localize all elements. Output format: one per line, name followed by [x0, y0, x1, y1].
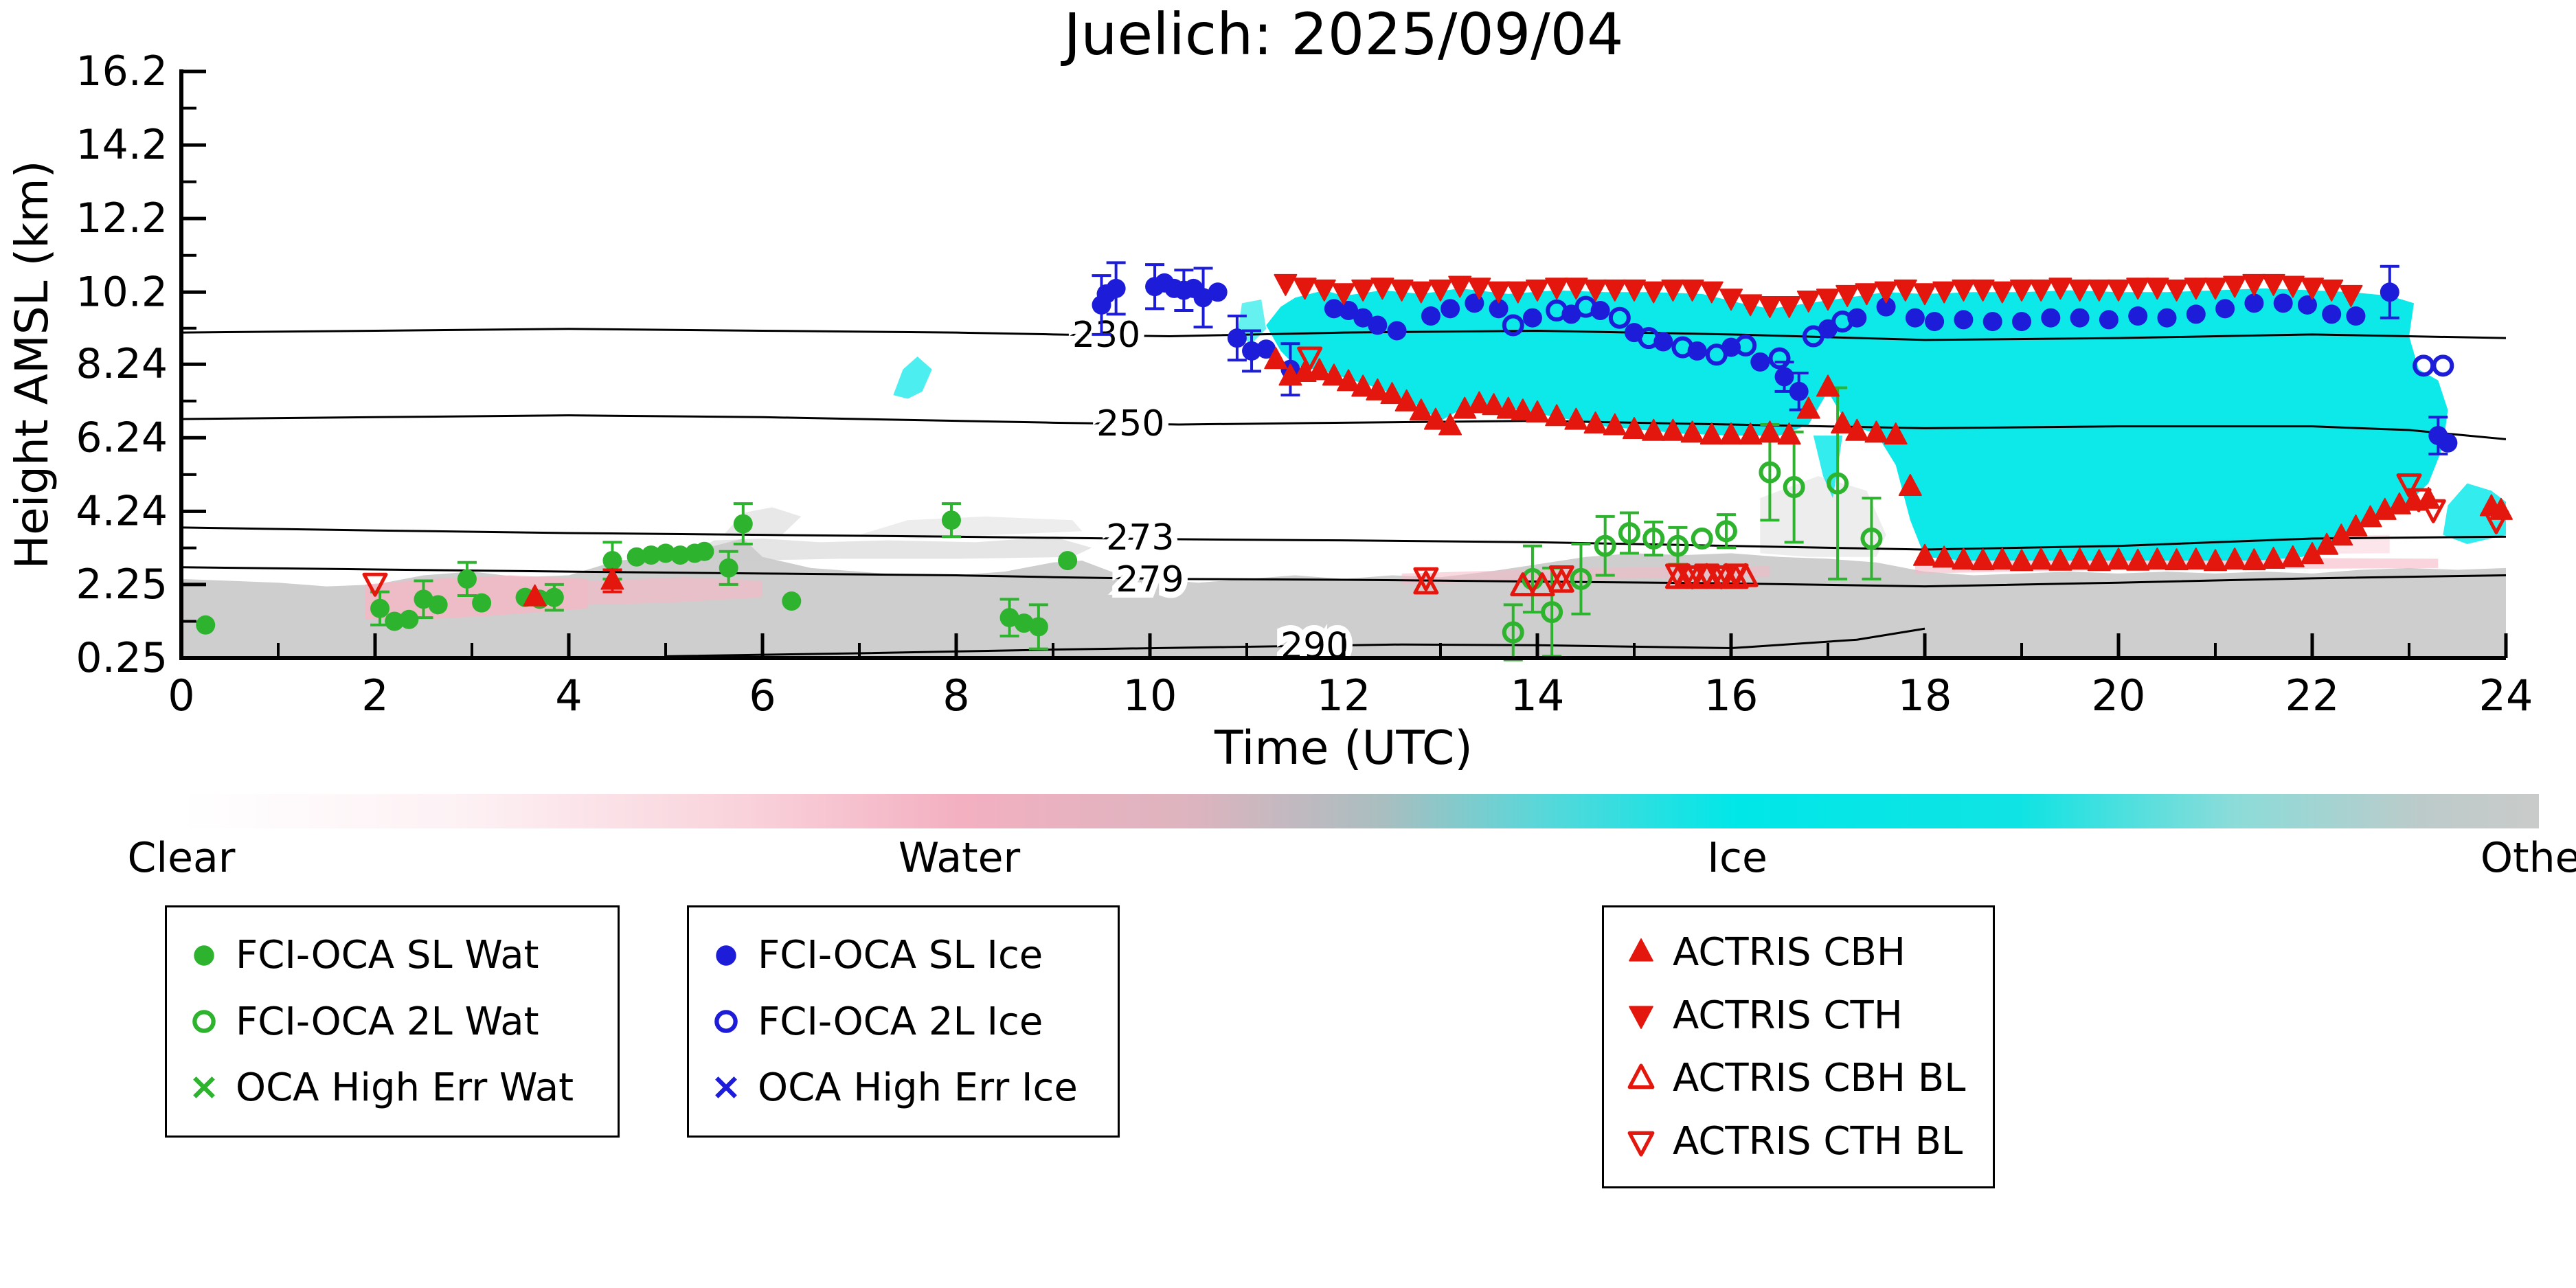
chart-title: Juelich: 2025/09/04 — [1063, 1, 1624, 68]
legend-marker-open-triangle-down — [1627, 1131, 1655, 1157]
legend-box-1: FCI-OCA SL Wat FCI-OCA 2L Wat OCA High Err… — [165, 905, 620, 1138]
legend-item-label: ACTRIS CBH BL — [1673, 1056, 1966, 1101]
plot-area: 2302502732792900.252.254.246.248.2410.21… — [76, 47, 2533, 721]
colorbar-label-other: Other — [2480, 834, 2576, 882]
x-axis-label: Time (UTC) — [1214, 721, 1473, 776]
legend-item: ACTRIS CBH BL — [1622, 1056, 1975, 1100]
legend-item: ACTRIS CBH — [1622, 930, 1975, 975]
legend-marker-open-circle — [192, 1010, 216, 1033]
isotherm-label: 279 — [1116, 559, 1184, 600]
x-tick-label: 4 — [555, 670, 582, 721]
series-actris-cbh — [523, 347, 2513, 607]
y-tick-label: 4.24 — [76, 487, 168, 535]
y-tick-label: 14.2 — [76, 121, 168, 169]
legend-item: OCA High Err Wat — [185, 1065, 600, 1110]
x-tick-label: 22 — [2285, 670, 2340, 721]
legend-item: ACTRIS CTH — [1622, 993, 1975, 1038]
region-other — [859, 516, 1083, 539]
legend-item: ACTRIS CTH BL — [1622, 1119, 1975, 1164]
series-fci-oca-2l-ice — [1502, 295, 2454, 377]
legend-item-label: OCA High Err Ice — [758, 1065, 1078, 1110]
legend-item-label: ACTRIS CBH — [1673, 929, 1906, 975]
x-tick-label: 16 — [1704, 670, 1759, 721]
x-tick-label: 2 — [361, 670, 388, 721]
isotherm-label: 273 — [1106, 517, 1174, 558]
legend-item-label: ACTRIS CTH BL — [1673, 1119, 1963, 1164]
legend-item-label: FCI-OCA SL Wat — [236, 933, 539, 978]
legend-item-label: OCA High Err Wat — [236, 1065, 574, 1110]
legend-item-label: FCI-OCA SL Ice — [758, 933, 1043, 978]
x-tick-label: 10 — [1123, 670, 1177, 721]
region-ice — [893, 356, 932, 399]
x-tick-label: 14 — [1511, 670, 1565, 721]
legend-marker-open-circle — [714, 1010, 738, 1033]
legend-item: FCI-OCA 2L Wat — [185, 999, 600, 1044]
x-tick-label: 18 — [1898, 670, 1952, 721]
isotherm-line — [181, 526, 2506, 551]
y-tick-label: 6.24 — [76, 414, 168, 462]
y-tick-label: 12.2 — [76, 194, 168, 242]
legend-item: FCI-OCA 2L Ice — [707, 999, 1100, 1044]
x-tick-label: 24 — [2479, 670, 2533, 721]
x-tick-label: 8 — [942, 670, 969, 721]
isotherm-label: 290 — [1280, 625, 1348, 666]
legend-item: FCI-OCA SL Wat — [185, 933, 600, 978]
region-other — [685, 536, 1092, 561]
series-actris-cth-bl — [362, 346, 2509, 597]
y-tick-label: 16.2 — [76, 47, 168, 95]
legend-box-2: FCI-OCA SL Ice FCI-OCA 2L Ice OCA High Err… — [687, 905, 1120, 1138]
legend-item: OCA High Err Ice — [707, 1065, 1100, 1110]
series-actris-cth — [1274, 273, 2363, 318]
x-tick-label: 0 — [168, 670, 194, 721]
legend-marker-open-triangle-up — [1627, 1063, 1655, 1089]
colorbar-label-water: Water — [898, 834, 1021, 882]
isotherm-line — [181, 566, 2506, 588]
y-tick-label: 2.25 — [76, 561, 168, 609]
region-other — [181, 538, 2506, 658]
legend-item-label: ACTRIS CTH — [1673, 993, 1903, 1038]
legend-marker-filled-circle — [194, 945, 214, 966]
isotherm-line — [181, 414, 2506, 440]
legend-marker-x-cross — [193, 1076, 215, 1099]
region-water — [588, 577, 762, 605]
y-tick-label: 10.2 — [76, 268, 168, 316]
legend-item: FCI-OCA SL Ice — [707, 933, 1100, 978]
x-tick-label: 6 — [749, 670, 776, 721]
classification-colorbar — [181, 794, 2539, 828]
isotherm-label: 250 — [1096, 403, 1164, 444]
isotherm-label: 230 — [1072, 315, 1140, 356]
y-tick-label: 8.24 — [76, 340, 168, 388]
legend-box-3: ACTRIS CBH ACTRIS CTH ACTRIS CBH BL ACTRIS … — [1602, 905, 1995, 1188]
legend-marker-filled-triangle-down — [1629, 1006, 1653, 1029]
legend-marker-x-cross — [715, 1076, 737, 1099]
y-axis-label: Height AMSL (km) — [5, 160, 58, 569]
region-water — [1401, 566, 1770, 585]
x-tick-label: 20 — [2092, 670, 2146, 721]
legend-marker-filled-circle — [716, 945, 736, 966]
y-tick-label: 0.25 — [76, 634, 168, 682]
colorbar-label-ice: Ice — [1707, 834, 1767, 882]
x-tick-label: 12 — [1317, 670, 1371, 721]
region-ice — [1813, 436, 1843, 499]
isotherm-line — [181, 328, 2506, 341]
legend-item-label: FCI-OCA 2L Wat — [236, 999, 539, 1044]
isotherm-line — [665, 627, 1925, 657]
legend-marker-filled-triangle-up — [1629, 938, 1653, 962]
colorbar-label-clear: Clear — [127, 834, 236, 882]
legend-item-label: FCI-OCA 2L Ice — [758, 999, 1043, 1044]
